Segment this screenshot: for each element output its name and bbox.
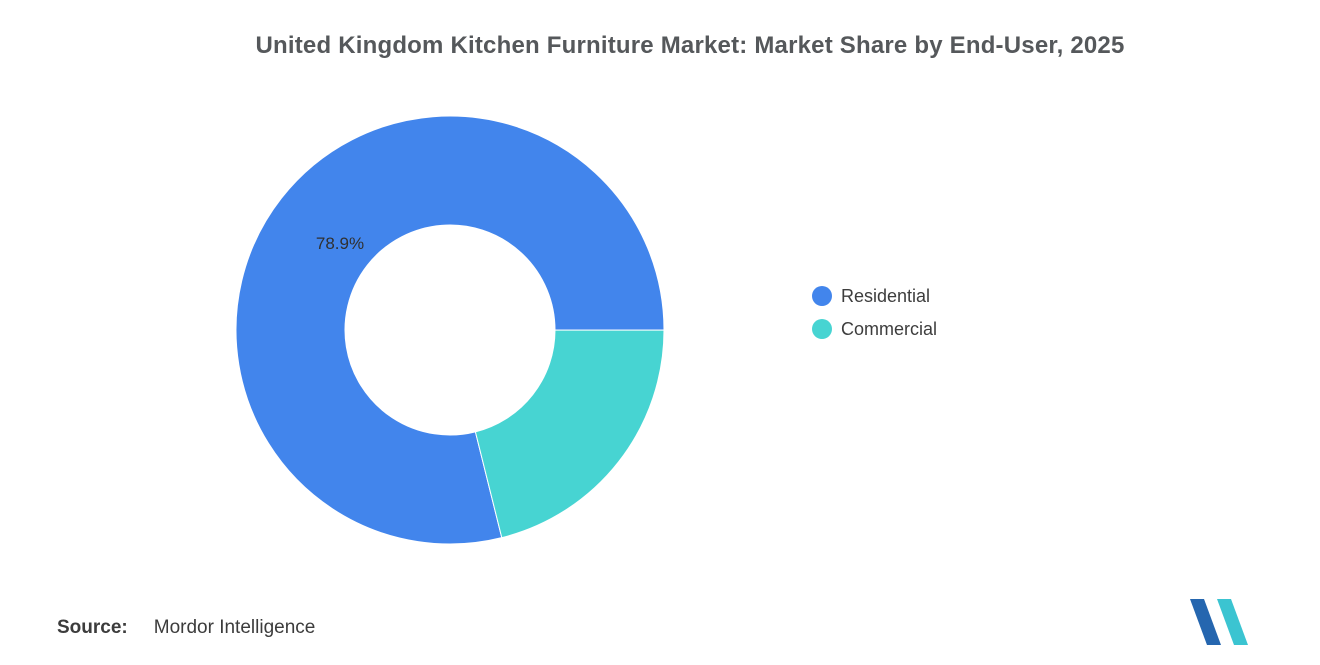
donut-chart <box>235 115 665 545</box>
legend: Residential Commercial <box>812 286 937 339</box>
legend-marker-icon <box>812 286 832 306</box>
donut-plot[interactable] <box>235 115 665 545</box>
slice-residential[interactable] <box>235 115 665 545</box>
chart-title: United Kingdom Kitchen Furniture Market:… <box>255 32 1125 59</box>
source-value: Mordor Intelligence <box>153 617 316 638</box>
slice-commercial[interactable] <box>474 329 665 539</box>
legend-item-residential[interactable]: Residential <box>812 286 937 306</box>
legend-label: Residential <box>841 285 931 306</box>
legend-label: Commercial <box>841 318 938 339</box>
legend-item-commercial[interactable]: Commercial <box>812 319 937 339</box>
legend-marker-icon <box>812 319 832 339</box>
mordor-intelligence-logo <box>1190 599 1248 645</box>
logo-left-band <box>1190 599 1221 645</box>
logo-right-band <box>1217 599 1248 645</box>
source-label: Source: <box>57 617 128 638</box>
source-line: Source: Mordor Intelligence <box>57 617 315 639</box>
